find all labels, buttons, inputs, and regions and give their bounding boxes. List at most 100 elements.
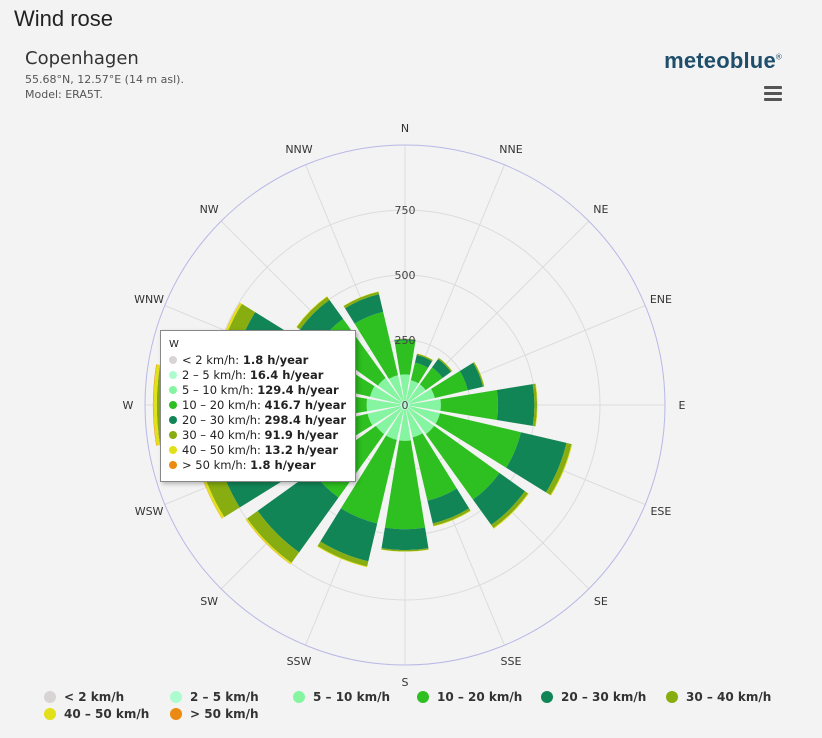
bar-nw-bin1 bbox=[401, 401, 405, 405]
legend-label: 30 – 40 km/h bbox=[686, 690, 772, 704]
radial-tick-label: 0 bbox=[402, 399, 409, 412]
location-subtitle: 55.68°N, 12.57°E (14 m asl). bbox=[25, 73, 184, 86]
direction-label-nnw: NNW bbox=[285, 143, 312, 156]
legend-color-dot bbox=[44, 708, 56, 720]
direction-label-wsw: WSW bbox=[135, 505, 164, 518]
bar-e-bin6 bbox=[535, 383, 538, 427]
legend-color-dot bbox=[541, 691, 553, 703]
direction-label-ssw: SSW bbox=[287, 655, 312, 668]
bar-ne-bin1 bbox=[405, 401, 409, 405]
tooltip-value: 1.8 h/year bbox=[242, 353, 309, 367]
bar-e-bin5 bbox=[532, 383, 538, 427]
bar-sw-bin5 bbox=[247, 510, 300, 563]
bar-se-bin3 bbox=[425, 425, 500, 500]
legend-item[interactable]: 40 – 50 km/h bbox=[44, 707, 149, 721]
tooltip-row: 40 – 50 km/h: 13.2 h/year bbox=[169, 443, 347, 458]
legend-color-dot bbox=[417, 691, 429, 703]
legend-label: 5 – 10 km/h bbox=[313, 690, 390, 704]
tooltip-value: 16.4 h/year bbox=[249, 368, 324, 382]
model-subtitle: Model: ERA5T. bbox=[25, 88, 103, 101]
legend-label: < 2 km/h bbox=[64, 690, 125, 704]
direction-label-n: N bbox=[401, 122, 409, 135]
brand-logo[interactable]: meteoblue® bbox=[664, 48, 782, 74]
bar-nnw-bin4 bbox=[344, 294, 384, 324]
tooltip-value: 13.2 h/year bbox=[264, 443, 339, 457]
direction-label-ne: NE bbox=[593, 203, 608, 216]
bar-sse-bin2 bbox=[406, 408, 423, 438]
direction-label-sw: SW bbox=[200, 595, 218, 608]
bar-sw-bin6 bbox=[245, 518, 292, 565]
tooltip-label: 5 – 10 km/h: bbox=[182, 383, 258, 397]
bar-nnw-bin5 bbox=[343, 291, 379, 309]
legend-label: > 50 km/h bbox=[190, 707, 259, 721]
tooltip: W < 2 km/h: 1.8 h/year 2 – 5 km/h: 16.4 h… bbox=[160, 330, 356, 482]
bar-w-bin6 bbox=[153, 364, 161, 446]
bar-ese-bin5 bbox=[545, 442, 572, 496]
bar-se-bin1 bbox=[405, 405, 409, 409]
legend-item[interactable]: > 50 km/h bbox=[170, 707, 259, 721]
bar-w-bin1 bbox=[400, 404, 405, 406]
direction-label-sse: SSE bbox=[501, 655, 522, 668]
legend-item[interactable]: 2 – 5 km/h bbox=[170, 690, 259, 704]
bar-ese-bin4 bbox=[506, 432, 567, 493]
series-color-dot bbox=[169, 431, 177, 439]
bar-s-bin4 bbox=[381, 527, 429, 551]
bar-ese-bin3 bbox=[435, 413, 521, 468]
legend-label: 10 – 20 km/h bbox=[437, 690, 523, 704]
bar-s-bin6 bbox=[381, 549, 429, 552]
bar-e-bin4 bbox=[496, 384, 535, 426]
direction-label-s: S bbox=[402, 676, 409, 689]
tooltip-value: 1.8 h/year bbox=[250, 458, 316, 472]
legend-label: 2 – 5 km/h bbox=[190, 690, 259, 704]
series-color-dot bbox=[169, 356, 177, 364]
tooltip-row: 20 – 30 km/h: 298.4 h/year bbox=[169, 413, 347, 428]
tooltip-value: 91.9 h/year bbox=[264, 428, 339, 442]
legend-item[interactable]: < 2 km/h bbox=[44, 690, 124, 704]
legend-item[interactable]: 5 – 10 km/h bbox=[293, 690, 390, 704]
page-title: Wind rose bbox=[14, 6, 114, 31]
radial-tick-label: 500 bbox=[395, 269, 416, 282]
bar-se-bin2 bbox=[407, 407, 435, 435]
legend-label: 40 – 50 km/h bbox=[64, 707, 150, 721]
bar-s-bin1 bbox=[404, 405, 406, 410]
tooltip-row: 10 – 20 km/h: 416.7 h/year bbox=[169, 398, 347, 413]
bar-wnw-bin1 bbox=[400, 402, 405, 405]
bar-s-bin3 bbox=[384, 440, 426, 530]
bar-nne-bin2 bbox=[406, 380, 419, 402]
legend-color-dot bbox=[170, 691, 182, 703]
chart-title: Copenhagen bbox=[25, 48, 139, 69]
direction-label-nne: NNE bbox=[499, 143, 522, 156]
direction-label-ese: ESE bbox=[650, 505, 671, 518]
bar-nne-bin3 bbox=[410, 362, 429, 384]
bar-sse-bin4 bbox=[427, 488, 470, 524]
bar-ene-bin2 bbox=[408, 388, 435, 404]
legend-color-dot bbox=[293, 691, 305, 703]
legend-item[interactable]: 10 – 20 km/h bbox=[417, 690, 522, 704]
tooltip-row: 5 – 10 km/h: 129.4 h/year bbox=[169, 383, 347, 398]
bar-ene-bin5 bbox=[473, 362, 485, 387]
tooltip-label: > 50 km/h: bbox=[182, 458, 251, 472]
tooltip-value: 129.4 h/year bbox=[257, 383, 339, 397]
legend-label: 20 – 30 km/h bbox=[561, 690, 647, 704]
bar-sse-bin3 bbox=[412, 433, 457, 501]
tooltip-value: 416.7 h/year bbox=[264, 398, 347, 412]
bar-nw-bin5 bbox=[296, 296, 330, 330]
bar-e-bin3 bbox=[440, 389, 499, 421]
series-color-dot bbox=[169, 461, 177, 469]
legend-item[interactable]: 20 – 30 km/h bbox=[541, 690, 646, 704]
bar-se-bin5 bbox=[491, 491, 529, 529]
tooltip-label: < 2 km/h: bbox=[182, 353, 243, 367]
legend-item[interactable]: 30 – 40 km/h bbox=[666, 690, 771, 704]
bar-sse-bin5 bbox=[432, 508, 471, 526]
bar-sse-bin1 bbox=[405, 405, 408, 410]
bar-sw-bin2 bbox=[375, 407, 403, 435]
bar-nne-bin1 bbox=[405, 400, 408, 405]
bar-nnw-bin1 bbox=[402, 400, 405, 405]
chart-menu-icon[interactable] bbox=[764, 86, 782, 102]
bar-n-bin1 bbox=[404, 400, 406, 405]
bar-nnw-bin2 bbox=[388, 375, 404, 402]
bar-ssw-bin4 bbox=[320, 508, 378, 562]
bar-ene-bin1 bbox=[405, 402, 410, 405]
series-color-dot bbox=[169, 371, 177, 379]
